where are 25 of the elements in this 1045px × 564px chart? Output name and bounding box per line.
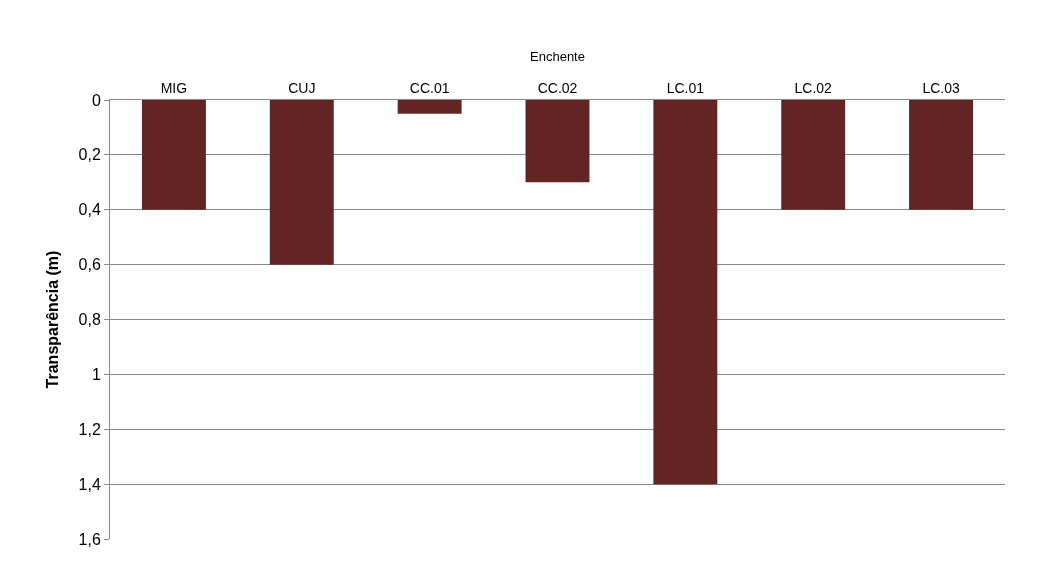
bar: [653, 100, 718, 485]
x-tick-label: CUJ: [288, 80, 316, 97]
bar: [781, 100, 846, 210]
bar: [525, 100, 590, 183]
bar: [141, 100, 206, 210]
y-tick-label: 0,4: [78, 201, 101, 219]
x-tick-label: CC.02: [537, 80, 578, 97]
x-tick-label: CC.01: [409, 80, 450, 97]
y-tick-label: 1,4: [78, 475, 101, 493]
bar: [909, 100, 974, 210]
x-tick-label: LC.01: [666, 80, 705, 97]
x-tick-label: LC.03: [922, 80, 960, 97]
x-tick-label: LC.02: [794, 80, 833, 97]
y-tick-label: 0: [91, 91, 101, 109]
y-tick-label: 1,6: [78, 530, 101, 548]
bar: [397, 100, 462, 114]
y-tick-label: 0,2: [78, 146, 101, 164]
y-tick-label: 1,2: [78, 420, 101, 438]
y-tick-label: 0,8: [78, 311, 101, 329]
y-tick-label: 1: [91, 365, 101, 383]
x-axis-title: Enchente: [530, 49, 585, 65]
y-axis-title: Transparência (m): [44, 250, 62, 389]
x-tick-label: MIG: [160, 80, 188, 97]
y-tick-label: 0,6: [78, 256, 101, 274]
bar: [269, 100, 334, 265]
